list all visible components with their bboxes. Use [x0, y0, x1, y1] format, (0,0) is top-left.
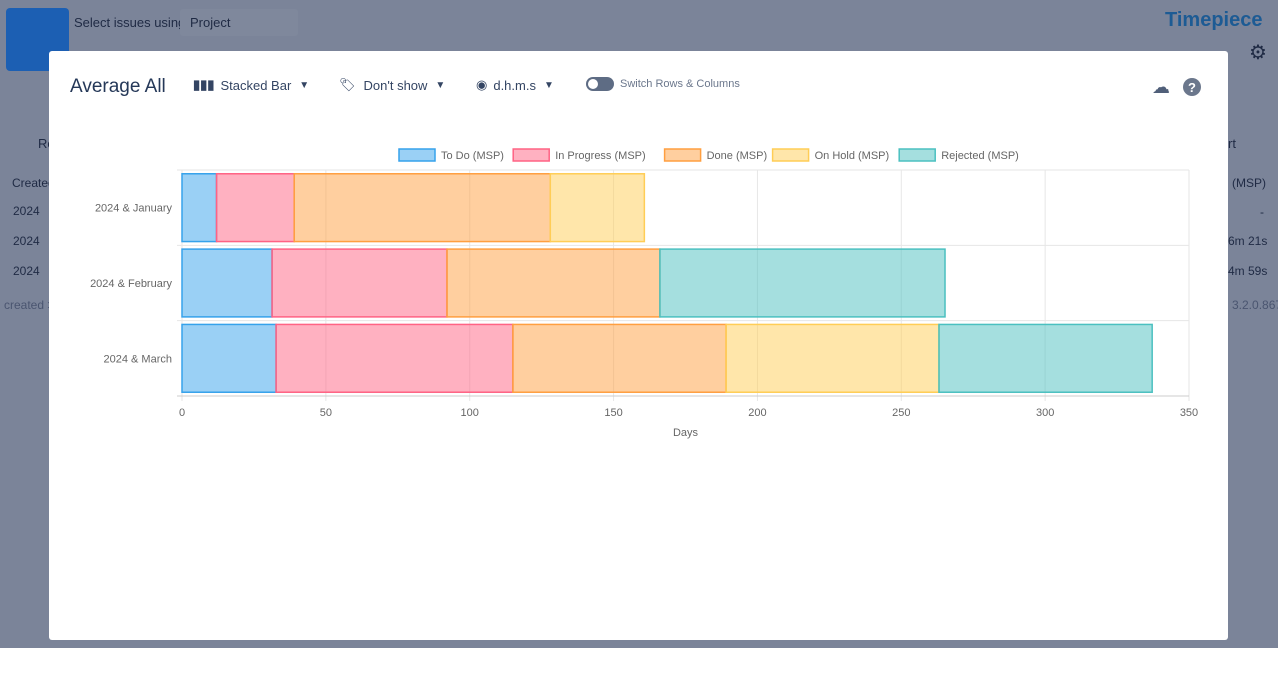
bar-segment	[446, 248, 661, 318]
stacked-bar-chart: 0 50 100 150 200 250 300 350 Days 2024 & January 2…	[90, 148, 1198, 439]
label-dropdown[interactable]: 🏷 Don't show ▼	[339, 77, 445, 93]
bar-segment	[275, 323, 514, 393]
legend-swatch	[512, 148, 550, 162]
bar-segment	[549, 173, 646, 243]
chart-modal: Average All ▮▮▮ Stacked Bar ▼ 🏷 Don't show ▼…	[49, 51, 1228, 640]
gear-icon[interactable]: ⚙	[1249, 42, 1267, 64]
x-tick-label: 0	[179, 407, 185, 419]
legend-swatch	[771, 148, 810, 162]
x-tick-label: 350	[1180, 407, 1198, 419]
year-cell: 2024	[13, 264, 40, 278]
switch-rows-columns-toggle[interactable]: Switch Rows & Columns	[586, 77, 740, 91]
bar-segment	[659, 248, 946, 318]
bar-segment	[271, 248, 448, 318]
select-label: Select issues using	[74, 15, 186, 30]
x-axis-label: Days	[673, 427, 699, 439]
legend-label: Done (MSP)	[707, 150, 768, 162]
bar-chart-icon: ▮▮▮	[193, 77, 215, 92]
bar-segment	[181, 248, 273, 318]
year-cell: 2024	[13, 234, 40, 248]
chart-type-value: Stacked Bar	[220, 77, 292, 93]
year-cell: 2024	[13, 204, 40, 218]
footer-text: created >	[4, 298, 55, 312]
right-cell: 4m 59s	[1228, 264, 1268, 278]
right-cell: 6m 21s	[1228, 234, 1268, 248]
x-tick-label: 200	[748, 407, 766, 419]
cloud-download-icon[interactable]: ☁	[1152, 77, 1170, 97]
x-tick-label: 300	[1036, 407, 1054, 419]
format-value: d.h.m.s	[493, 77, 536, 93]
x-tick-label: 150	[604, 407, 622, 419]
chevron-down-icon: ▼	[435, 79, 446, 91]
label-value: Don't show	[363, 77, 428, 93]
toggle-switch[interactable]	[586, 77, 614, 91]
tag-icon: 🏷	[339, 77, 356, 92]
bar-segment	[181, 323, 277, 393]
version-text: 3.2.0.867	[1232, 298, 1278, 312]
legend-swatch	[663, 148, 702, 162]
project-select-value: Project	[190, 15, 231, 30]
help-icon[interactable]: ?	[1183, 78, 1201, 96]
y-tick-label: 2024 & February	[90, 278, 172, 290]
bar-segment	[938, 323, 1153, 393]
y-tick-label: 2024 & March	[104, 353, 172, 365]
chart-type-dropdown[interactable]: ▮▮▮ Stacked Bar ▼	[193, 77, 309, 93]
modal-title: Average All	[70, 76, 166, 97]
legend-label: To Do (MSP)	[441, 150, 504, 162]
legend-swatch	[898, 148, 936, 162]
bar-segment	[215, 173, 295, 243]
report-label: rt	[1228, 136, 1236, 151]
switch-label: Switch Rows & Columns	[620, 78, 740, 90]
project-select[interactable]: Project	[180, 9, 298, 36]
bar-segment	[181, 173, 218, 243]
legend-label: In Progress (MSP)	[555, 150, 645, 162]
right-header: (MSP)	[1232, 176, 1266, 190]
x-tick-label: 50	[320, 407, 332, 419]
bar-segment	[512, 323, 727, 393]
legend-label: On Hold (MSP)	[815, 150, 890, 162]
bar-segment	[293, 173, 552, 243]
x-tick-label: 250	[892, 407, 910, 419]
eye-icon: ◉	[476, 77, 488, 92]
x-tick-label: 100	[461, 407, 479, 419]
legend-swatch	[398, 148, 436, 162]
y-tick-label: 2024 & January	[95, 203, 173, 215]
right-cell: -	[1260, 205, 1264, 219]
chevron-down-icon: ▼	[543, 79, 554, 91]
col-header: Created	[12, 176, 55, 190]
legend-label: Rejected (MSP)	[941, 150, 1019, 162]
format-dropdown[interactable]: ◉ d.h.m.s ▼	[476, 77, 554, 93]
bar-segment	[725, 323, 940, 393]
chevron-down-icon: ▼	[299, 79, 310, 91]
brand-logo: Timepiece	[1165, 9, 1263, 31]
